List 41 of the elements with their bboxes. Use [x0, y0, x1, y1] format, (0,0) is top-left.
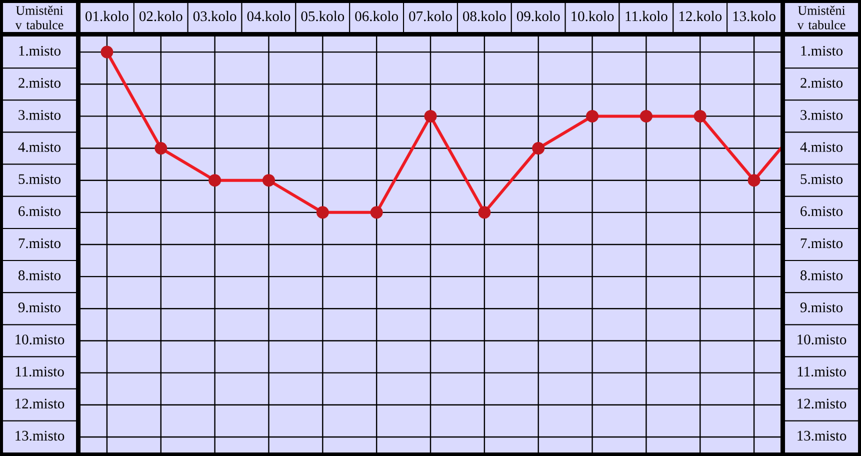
- y-tick-label: 6.misto: [18, 206, 61, 216]
- y2-tick-label: 11.misto: [798, 366, 846, 377]
- x-tick-label: 01.kolo: [86, 10, 128, 22]
- y2-axis-title: Umistěni v tabulce: [797, 6, 846, 30]
- x-tick-label: 06.kolo: [355, 10, 398, 22]
- x-tick-label: 08.kolo: [463, 10, 506, 22]
- y2-tick-label: 5.misto: [800, 174, 843, 184]
- y2-tick-label: 10.misto: [798, 334, 846, 344]
- x-tick-label: 09.kolo: [516, 10, 560, 22]
- x-tick-label: 13.kolo: [733, 10, 776, 22]
- y-tick-label: 7.misto: [18, 238, 61, 248]
- y2-tick-label: 13.misto: [798, 430, 846, 441]
- x-tick-label: 12.kolo: [679, 10, 722, 22]
- y2-tick-label: 4.misto: [800, 142, 843, 152]
- x-tick-label: 07.kolo: [409, 10, 452, 22]
- y-tick-label: 8.misto: [18, 270, 61, 280]
- y2-tick-label: 2.misto: [800, 78, 843, 88]
- y2-tick-label: 12.misto: [798, 398, 846, 409]
- y-tick-label: 10.misto: [16, 334, 64, 344]
- x-tick-label: 10.kolo: [572, 10, 614, 22]
- y-tick-label: 13.misto: [16, 430, 64, 441]
- x-tick-label: 02.kolo: [139, 10, 182, 22]
- y-tick-label: 5.misto: [18, 174, 61, 184]
- x-tick-label: 04.kolo: [247, 10, 290, 22]
- y-tick-label: 12.misto: [16, 398, 64, 409]
- y-tick-label: 2.misto: [18, 78, 61, 88]
- y-tick-label: 3.misto: [18, 110, 61, 120]
- y2-tick-label: 1.misto: [801, 46, 843, 56]
- y2-tick-label: 3.misto: [800, 110, 843, 120]
- y-tick-label: 4.misto: [18, 142, 61, 152]
- y-tick-label: 1.misto: [19, 46, 61, 56]
- y-tick-label: 9.misto: [18, 302, 61, 312]
- y2-tick-label: 8.misto: [800, 270, 843, 280]
- y2-tick-label: 9.misto: [800, 302, 843, 312]
- x-tick-label: 03.kolo: [193, 10, 236, 22]
- x-tick-label: 05.kolo: [301, 10, 344, 22]
- x-tick-label: 11.kolo: [626, 10, 668, 22]
- y2-tick-label: 7.misto: [800, 238, 843, 248]
- y2-tick-label: 6.misto: [800, 206, 843, 216]
- y-axis-title: Umistěni v tabulce: [15, 6, 64, 30]
- y-tick-label: 11.misto: [16, 366, 64, 377]
